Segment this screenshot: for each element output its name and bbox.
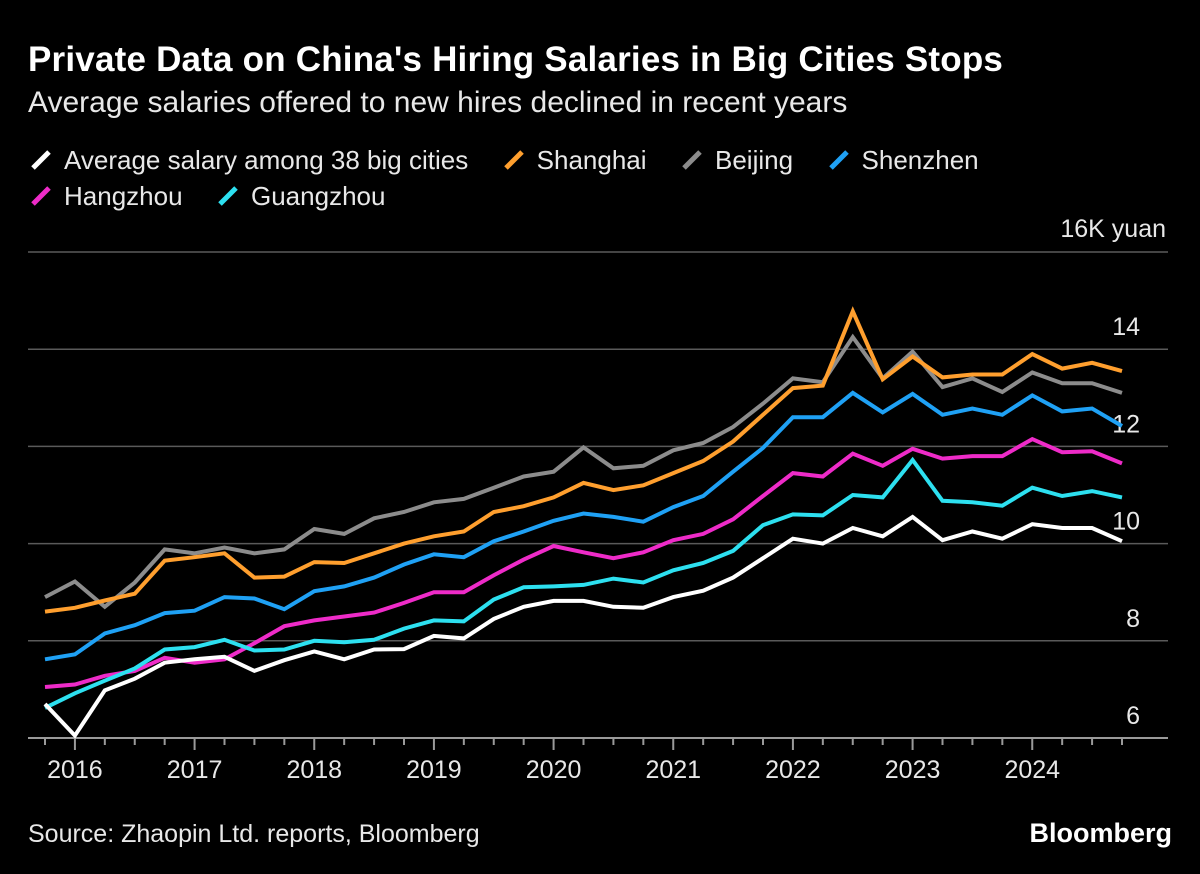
x-tick-label: 2017 — [167, 756, 223, 784]
x-tick-label: 2018 — [286, 756, 342, 784]
series-line-shenzhen — [44, 390, 1124, 662]
series-line-beijing — [44, 333, 1123, 610]
series-line-shanghai — [44, 306, 1123, 614]
y-tick-label: 10 — [1112, 508, 1140, 536]
legend-label: Guangzhou — [251, 180, 386, 211]
x-tick-label: 2019 — [406, 756, 462, 784]
x-tick-label: 2016 — [47, 756, 103, 784]
legend-label: Average salary among 38 big cities — [64, 144, 469, 175]
x-tick-label: 2020 — [526, 756, 582, 784]
gridlines — [28, 251, 1168, 739]
y-tick-label: 8 — [1126, 605, 1140, 633]
legend-label: Hangzhou — [64, 180, 183, 211]
legend-swatch-icon — [828, 150, 849, 170]
legend-item-shenzhen: Shenzhen — [828, 142, 979, 178]
legend-swatch-icon — [31, 150, 51, 170]
legend-swatch-icon — [503, 150, 524, 170]
legend-item-guangzhou: Guangzhou — [217, 178, 385, 214]
chart-subtitle: Average salaries offered to new hires de… — [28, 86, 848, 119]
legend-label: Beijing — [715, 144, 794, 175]
chart-title: Private Data on China's Hiring Salaries … — [28, 40, 1004, 79]
x-tick-label: 2022 — [765, 756, 821, 784]
legend-label: Shanghai — [536, 144, 647, 175]
legend: Average salary among 38 big cities Shang… — [30, 142, 1150, 214]
series-line-hangzhou — [44, 436, 1123, 689]
legend-swatch-icon — [218, 186, 238, 206]
series-line-average-salary-among-38-big-cities — [43, 514, 1123, 739]
x-tick-label: 2021 — [645, 756, 701, 784]
bloomberg-logo: Bloomberg — [1029, 818, 1172, 848]
legend-item-hangzhou: Hangzhou — [30, 178, 183, 214]
legend-item-average: Average salary among 38 big cities — [30, 142, 468, 178]
x-tick-label: 2023 — [885, 756, 941, 784]
series-lines — [43, 306, 1124, 739]
x-tick-label: 2024 — [1004, 756, 1060, 784]
y-tick-label: 6 — [1126, 702, 1140, 730]
legend-label: Shenzhen — [861, 144, 979, 175]
legend-swatch-icon — [682, 150, 702, 170]
x-axis: 2016 2017 2018 2019 2020 2021 2022 2023 2024 — [28, 737, 1168, 784]
legend-item-beijing: Beijing — [681, 142, 793, 178]
legend-item-shanghai: Shanghai — [503, 142, 647, 178]
legend-swatch-icon — [31, 186, 51, 206]
series-line-guangzhou — [44, 456, 1123, 710]
y-axis-unit-label: 16K yuan — [1060, 215, 1166, 243]
source-note: Source: Zhaopin Ltd. reports, Bloomberg — [28, 820, 480, 848]
y-tick-label: 14 — [1112, 313, 1140, 341]
